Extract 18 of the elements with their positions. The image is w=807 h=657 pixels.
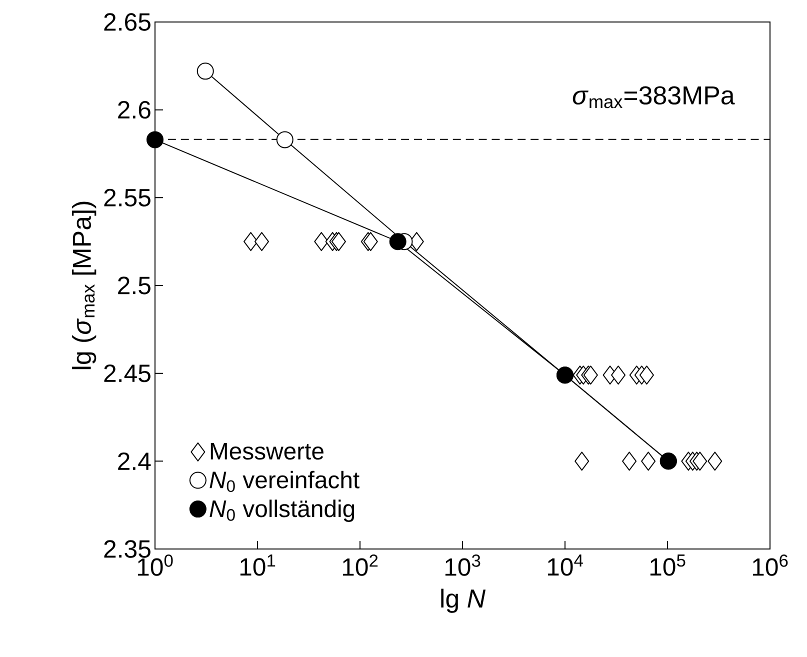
legend-label: N$_{0}$ vereinfacht	[210, 470, 360, 492]
x-tick-label: 10$^{2}$	[342, 554, 378, 576]
y-tick-label: 2.55	[104, 188, 150, 206]
x-tick-label: 10$^{6}$	[752, 554, 788, 576]
y-tick-label: 2.45	[104, 364, 150, 382]
y-tick-label: 2.4	[118, 452, 151, 470]
y-tick-label: 2.6	[118, 101, 150, 119]
y-tick-label: 2.5	[118, 276, 150, 294]
y-axis-title: lg (σ$_{max}$ [MPa])	[72, 202, 96, 370]
legend-label: N$_{0}$ vollständig	[210, 500, 354, 522]
x-axis-title: lg N	[441, 588, 486, 613]
x-tick-label: 10$^{5}$	[650, 554, 686, 576]
x-tick-label: 10$^{3}$	[445, 554, 480, 576]
x-tick-label: 10$^{1}$	[240, 554, 276, 576]
x-tick-label: 10$^{4}$	[548, 554, 583, 576]
y-tick-label: 2.65	[104, 13, 150, 31]
annotation: σ$_{max}$=383MPa	[572, 86, 735, 108]
legend-label: Messwerte	[210, 442, 324, 460]
